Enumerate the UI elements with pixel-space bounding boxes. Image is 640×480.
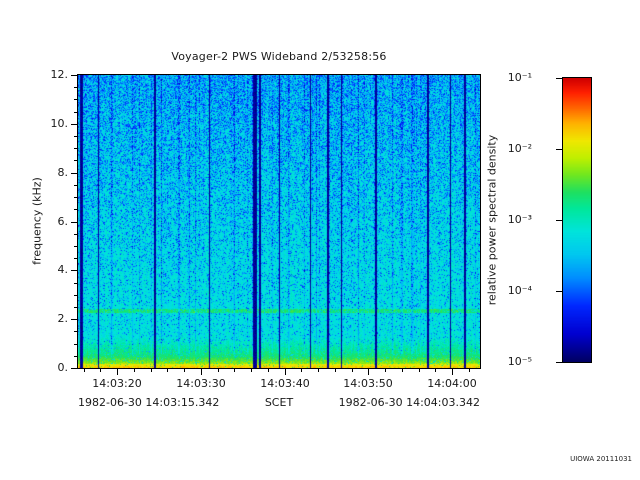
- tick-mark: [167, 368, 168, 372]
- tick-mark: [201, 368, 202, 375]
- tick-mark: [352, 368, 353, 372]
- x-end-time: 1982-06-30 14:04:03.342: [338, 396, 480, 409]
- tick-mark: [74, 209, 78, 210]
- tick-mark: [74, 234, 78, 235]
- tick-mark: [368, 368, 369, 375]
- tick-mark: [74, 185, 78, 186]
- tick-mark: [134, 368, 135, 372]
- tick-mark: [74, 283, 78, 284]
- tick-mark: [74, 331, 78, 332]
- tick-mark: [234, 368, 235, 372]
- y-tick-label: 0.: [57, 361, 69, 374]
- x-tick-label: 14:03:20: [92, 377, 142, 390]
- tick-mark: [74, 246, 78, 247]
- x-tick-label: 14:04:00: [427, 377, 477, 390]
- tick-mark: [100, 368, 101, 372]
- tick-mark: [218, 368, 219, 372]
- tick-mark: [117, 368, 118, 375]
- y-tick-label: 4.: [57, 263, 69, 276]
- colorbar-canvas: [563, 78, 591, 362]
- x-axis-subtitle: 1982-06-30 14:03:15.342 SCET 1982-06-30 …: [78, 396, 480, 409]
- tick-mark: [71, 75, 78, 76]
- colorbar: [562, 77, 592, 363]
- y-tick-label: 10.: [50, 117, 69, 130]
- tick-mark: [74, 136, 78, 137]
- credit-text: UIOWA 20111031: [570, 455, 632, 463]
- tick-mark: [335, 368, 336, 372]
- tick-mark: [74, 87, 78, 88]
- tick-mark: [402, 368, 403, 372]
- tick-mark: [184, 368, 185, 372]
- x-axis-name: SCET: [264, 396, 294, 409]
- tick-mark: [419, 368, 420, 372]
- tick-mark: [556, 291, 562, 292]
- tick-mark: [251, 368, 252, 372]
- tick-mark: [556, 220, 562, 221]
- tick-mark: [268, 368, 269, 372]
- x-tick-label: 14:03:40: [260, 377, 310, 390]
- tick-mark: [71, 124, 78, 125]
- colorbar-tick-label: 10⁻³: [507, 213, 532, 226]
- tick-mark: [556, 78, 562, 79]
- tick-mark: [71, 368, 78, 369]
- tick-mark: [74, 148, 78, 149]
- tick-mark: [71, 173, 78, 174]
- tick-mark: [435, 368, 436, 372]
- colorbar-tick-label: 10⁻⁵: [507, 355, 532, 368]
- tick-mark: [71, 319, 78, 320]
- x-tick-label: 14:03:30: [176, 377, 226, 390]
- tick-mark: [74, 160, 78, 161]
- y-tick-label: 2.: [57, 312, 69, 325]
- tick-mark: [74, 112, 78, 113]
- y-tick-label: 6.: [57, 215, 69, 228]
- spectrogram-canvas: [78, 75, 480, 368]
- colorbar-tick-label: 10⁻²: [507, 142, 532, 155]
- tick-mark: [74, 99, 78, 100]
- tick-mark: [74, 307, 78, 308]
- x-start-time: 1982-06-30 14:03:15.342: [78, 396, 220, 409]
- y-tick-label: 8.: [57, 166, 69, 179]
- tick-mark: [318, 368, 319, 372]
- tick-mark: [74, 295, 78, 296]
- tick-mark: [385, 368, 386, 372]
- tick-mark: [74, 258, 78, 259]
- tick-mark: [285, 368, 286, 375]
- colorbar-tick-label: 10⁻⁴: [507, 284, 532, 297]
- x-tick-label: 14:03:50: [343, 377, 393, 390]
- tick-mark: [556, 149, 562, 150]
- tick-mark: [74, 344, 78, 345]
- tick-mark: [71, 270, 78, 271]
- tick-mark: [301, 368, 302, 372]
- tick-mark: [469, 368, 470, 372]
- tick-mark: [151, 368, 152, 372]
- tick-mark: [74, 197, 78, 198]
- chart-title: Voyager-2 PWS Wideband 2/53258:56: [171, 50, 387, 63]
- y-tick-label: 12.: [50, 68, 69, 81]
- tick-mark: [556, 362, 562, 363]
- colorbar-tick-label: 10⁻¹: [507, 71, 532, 84]
- tick-mark: [74, 356, 78, 357]
- colorbar-axis-label: relative power spectral density: [485, 134, 499, 306]
- tick-mark: [452, 368, 453, 375]
- tick-mark: [84, 368, 85, 372]
- plot-area: [77, 74, 481, 369]
- tick-mark: [71, 222, 78, 223]
